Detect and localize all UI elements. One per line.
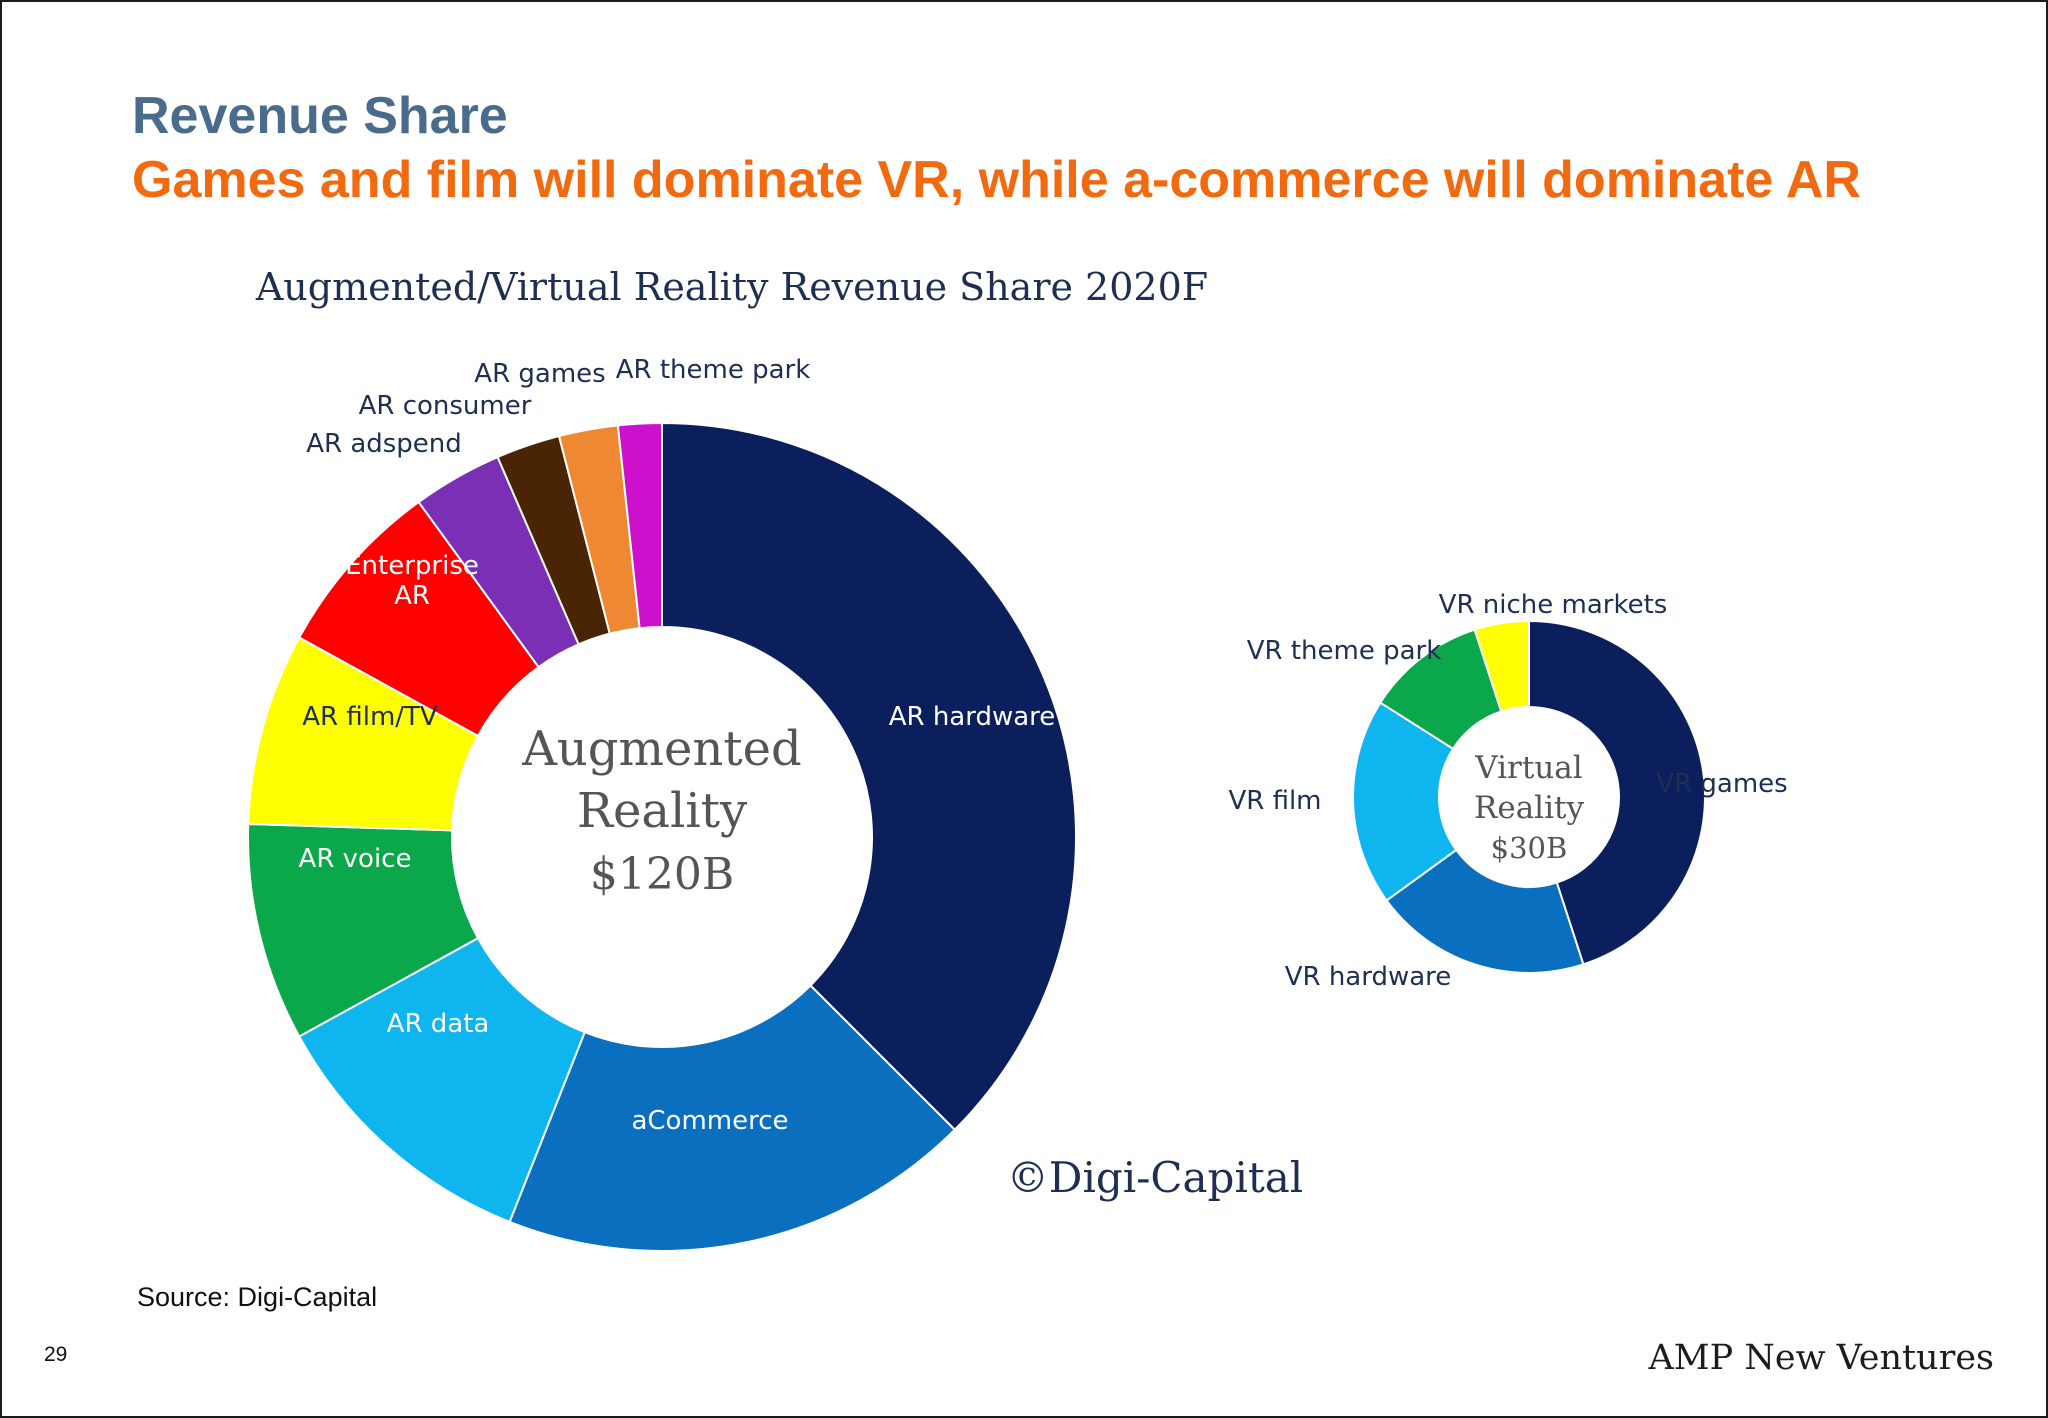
slide-subtitle: Games and film will dominate VR, while a…: [132, 151, 1861, 209]
chart-heading: Augmented/Virtual Reality Revenue Share …: [255, 265, 1208, 309]
ar-donut: AR hardware aCommerce AR data AR voice AR fi…: [247, 355, 1077, 1252]
source-note: Source: Digi-Capital: [137, 1282, 378, 1312]
slice-acommerce: [508, 984, 957, 1252]
slice-vr-niche-markets: [1473, 619, 1530, 713]
label-enterprise-ar: Enterprise AR: [345, 551, 479, 611]
label-vr-theme-park: VR theme park: [1247, 636, 1442, 666]
label-ar-games: AR games: [474, 359, 605, 389]
brand-logo: AMP New Ventures: [1648, 1338, 1994, 1378]
center-label-line-1: Virtual: [1474, 750, 1582, 786]
label-vr-games: VR games: [1656, 769, 1787, 799]
center-label-line-2: Reality: [1474, 790, 1584, 826]
center-label-line-2: Reality: [577, 783, 747, 839]
label-ar-data: AR data: [387, 1009, 490, 1039]
revenue-share-chart: Augmented/Virtual Reality Revenue Share …: [247, 265, 1788, 1252]
slice-vr-film: [1352, 701, 1458, 902]
vr-donut: VR games VR hardware VR film VR theme park V…: [1228, 590, 1787, 992]
label-vr-niche-markets: VR niche markets: [1439, 590, 1668, 620]
label-ar-adspend: AR adspend: [306, 429, 462, 459]
digi-capital-watermark: ©Digi-Capital: [1007, 1153, 1303, 1202]
label-vr-film: VR film: [1228, 786, 1321, 816]
slice-ar-hardware: [661, 421, 1077, 1132]
slice-vr-hardware: [1385, 848, 1585, 974]
label-acommerce: aCommerce: [631, 1106, 788, 1136]
label-ar-consumer: AR consumer: [359, 391, 532, 421]
page-number: 29: [44, 1343, 68, 1366]
label-ar-theme-park: AR theme park: [616, 355, 811, 385]
chart-panel: Augmented/Virtual Reality Revenue Share …: [162, 252, 1882, 1262]
center-label-line-3: $30B: [1491, 831, 1568, 865]
label-ar-film-tv: AR film/TV: [302, 702, 438, 732]
label-ar-voice: AR voice: [299, 844, 412, 874]
label-vr-hardware: VR hardware: [1285, 962, 1452, 992]
center-label-line-3: $120B: [590, 849, 734, 900]
slice-ar-theme-park: [616, 421, 663, 630]
slice-vr-games: [1528, 619, 1706, 966]
label-ar-hardware: AR hardware: [889, 702, 1056, 732]
center-label-line-1: Augmented: [521, 721, 802, 777]
slide-title: Revenue Share: [132, 87, 508, 145]
